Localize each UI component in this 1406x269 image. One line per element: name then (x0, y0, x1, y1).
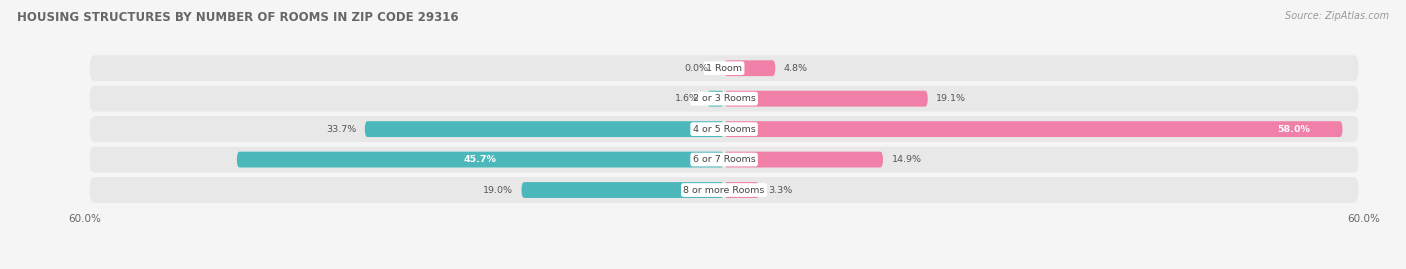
FancyBboxPatch shape (724, 91, 928, 107)
FancyBboxPatch shape (90, 55, 1358, 81)
Text: 2 or 3 Rooms: 2 or 3 Rooms (693, 94, 755, 103)
FancyBboxPatch shape (724, 152, 883, 168)
FancyBboxPatch shape (90, 147, 1358, 172)
Text: 1 Room: 1 Room (706, 64, 742, 73)
Text: 33.7%: 33.7% (326, 125, 356, 134)
Text: 1.6%: 1.6% (675, 94, 699, 103)
Text: 19.0%: 19.0% (484, 186, 513, 194)
Text: Source: ZipAtlas.com: Source: ZipAtlas.com (1285, 11, 1389, 21)
FancyBboxPatch shape (707, 91, 724, 107)
Text: 3.3%: 3.3% (768, 186, 792, 194)
FancyBboxPatch shape (90, 116, 1358, 142)
Text: 58.0%: 58.0% (1278, 125, 1310, 134)
Text: 0.0%: 0.0% (685, 64, 709, 73)
Text: 19.1%: 19.1% (936, 94, 966, 103)
Text: HOUSING STRUCTURES BY NUMBER OF ROOMS IN ZIP CODE 29316: HOUSING STRUCTURES BY NUMBER OF ROOMS IN… (17, 11, 458, 24)
FancyBboxPatch shape (90, 177, 1358, 203)
Text: 8 or more Rooms: 8 or more Rooms (683, 186, 765, 194)
FancyBboxPatch shape (90, 86, 1358, 112)
Text: 4.8%: 4.8% (783, 64, 808, 73)
Text: 4 or 5 Rooms: 4 or 5 Rooms (693, 125, 755, 134)
Text: 14.9%: 14.9% (891, 155, 921, 164)
FancyBboxPatch shape (364, 121, 724, 137)
FancyBboxPatch shape (724, 121, 1343, 137)
FancyBboxPatch shape (236, 152, 724, 168)
Text: 6 or 7 Rooms: 6 or 7 Rooms (693, 155, 755, 164)
Text: 45.7%: 45.7% (464, 155, 496, 164)
FancyBboxPatch shape (724, 60, 775, 76)
FancyBboxPatch shape (522, 182, 724, 198)
FancyBboxPatch shape (724, 182, 759, 198)
